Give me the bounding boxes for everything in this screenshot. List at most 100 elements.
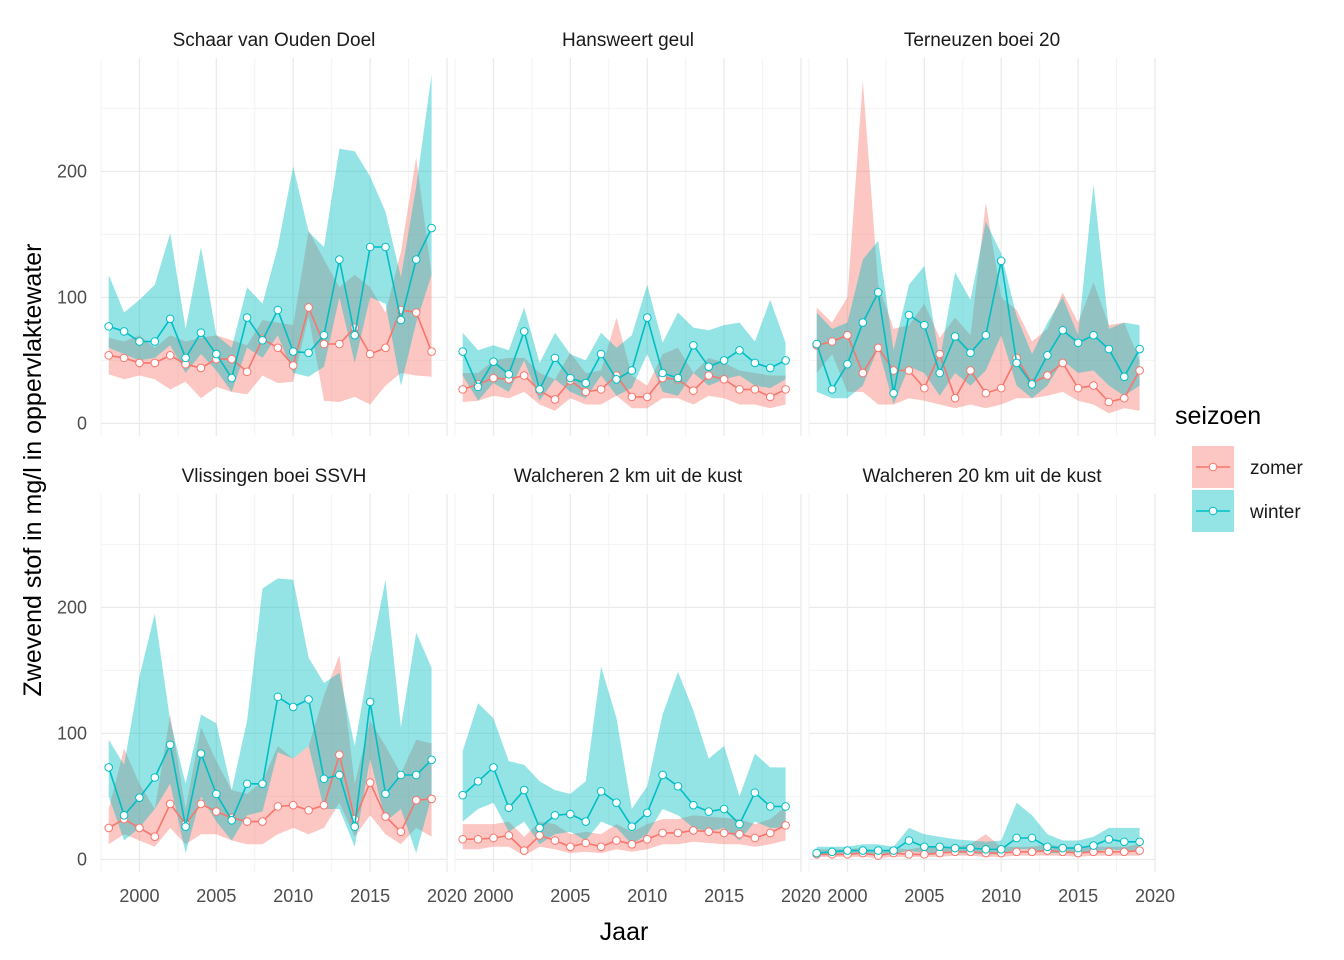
point-winter xyxy=(304,348,313,358)
x-tick-label: 2000 xyxy=(119,886,159,906)
point-winter xyxy=(843,846,852,855)
x-tick-label: 2005 xyxy=(196,886,236,906)
point-zomer xyxy=(735,385,744,394)
point-zomer xyxy=(996,383,1006,393)
x-tick-label: 2020 xyxy=(427,886,467,906)
point-zomer xyxy=(288,800,298,810)
point-winter xyxy=(504,369,514,379)
point-zomer xyxy=(104,823,113,833)
point-zomer xyxy=(612,836,621,845)
point-zomer xyxy=(1119,393,1129,403)
point-zomer xyxy=(288,361,298,370)
y-tick-label: 200 xyxy=(57,161,87,181)
point-winter xyxy=(889,388,898,398)
point-winter xyxy=(196,749,206,758)
point-winter xyxy=(735,819,744,829)
x-tick-label: 2010 xyxy=(627,886,667,906)
y-tick-label: 200 xyxy=(57,597,87,617)
point-zomer xyxy=(319,339,329,349)
x-tick-label: 2005 xyxy=(904,886,944,906)
point-winter xyxy=(1027,380,1037,389)
line-zomer xyxy=(108,751,432,838)
point-winter xyxy=(935,368,945,378)
point-winter xyxy=(165,740,175,750)
point-zomer xyxy=(858,368,868,378)
point-winter xyxy=(212,789,221,799)
point-winter xyxy=(350,330,360,340)
point-zomer xyxy=(566,842,575,852)
point-zomer xyxy=(581,838,591,848)
panel-title: Terneuzen boei 20 xyxy=(904,30,1060,51)
point-winter xyxy=(812,848,821,858)
point-winter xyxy=(904,310,914,320)
point-zomer xyxy=(765,392,775,402)
point-zomer xyxy=(1135,846,1144,855)
point-zomer xyxy=(411,795,421,805)
point-winter xyxy=(889,846,898,855)
line-zomer xyxy=(816,334,1141,403)
point-zomer xyxy=(304,303,313,312)
point-zomer xyxy=(227,354,237,364)
point-zomer xyxy=(920,850,929,859)
point-zomer xyxy=(642,834,652,844)
point-winter xyxy=(642,313,652,322)
panel: Terneuzen boei 20 xyxy=(808,30,1156,436)
x-axis-title: Jaar xyxy=(600,918,649,946)
point-zomer xyxy=(704,827,714,836)
point-winter xyxy=(704,807,714,816)
point-winter xyxy=(119,327,129,336)
legend-label: zomer xyxy=(1250,458,1303,479)
point-winter xyxy=(581,817,591,826)
point-winter xyxy=(212,349,221,359)
point-zomer xyxy=(242,817,252,826)
point-winter xyxy=(319,330,329,340)
point-zomer xyxy=(627,839,637,849)
panel-title: Walcheren 2 km uit de kust xyxy=(514,466,743,487)
point-winter xyxy=(904,836,914,845)
point-zomer xyxy=(411,308,421,317)
point-winter xyxy=(411,770,421,780)
point-zomer xyxy=(750,833,760,843)
point-zomer xyxy=(1012,847,1021,857)
point-winter xyxy=(627,822,637,831)
point-zomer xyxy=(904,850,914,859)
point-zomer xyxy=(104,351,113,360)
point-zomer xyxy=(1058,358,1068,368)
point-winter xyxy=(750,358,760,368)
point-winter xyxy=(196,328,206,337)
legend-key-point xyxy=(1208,462,1218,472)
x-tick-label: 2015 xyxy=(704,886,744,906)
point-zomer xyxy=(135,823,144,833)
ribbon-winter xyxy=(108,578,432,854)
point-zomer xyxy=(1089,381,1098,390)
point-winter xyxy=(504,803,514,813)
point-zomer xyxy=(627,392,637,402)
ribbon-winter xyxy=(462,666,786,845)
point-winter xyxy=(735,346,744,355)
point-zomer xyxy=(689,386,698,395)
point-winter xyxy=(489,357,498,366)
x-tick-label: 2020 xyxy=(781,886,821,906)
line-winter xyxy=(107,695,433,827)
point-winter xyxy=(1135,837,1144,847)
point-winter xyxy=(550,811,560,820)
point-zomer xyxy=(365,349,375,359)
point-winter xyxy=(273,692,283,702)
point-winter xyxy=(1058,843,1068,853)
point-zomer xyxy=(196,363,206,373)
point-winter xyxy=(458,347,467,356)
panels-group: Schaar van Ouden Doel 0 100 200 Hansweert ge… xyxy=(57,30,1175,906)
point-winter xyxy=(381,242,390,252)
point-winter xyxy=(1012,833,1021,843)
line-winter xyxy=(462,766,786,830)
line-zomer xyxy=(108,305,433,373)
point-winter xyxy=(519,327,529,336)
point-zomer xyxy=(689,826,698,835)
panel-title: Walcheren 20 km uit de kust xyxy=(862,466,1102,487)
point-zomer xyxy=(765,828,775,838)
point-winter xyxy=(627,366,637,375)
point-zomer xyxy=(135,358,144,368)
point-winter xyxy=(966,348,975,358)
point-winter xyxy=(519,785,529,795)
